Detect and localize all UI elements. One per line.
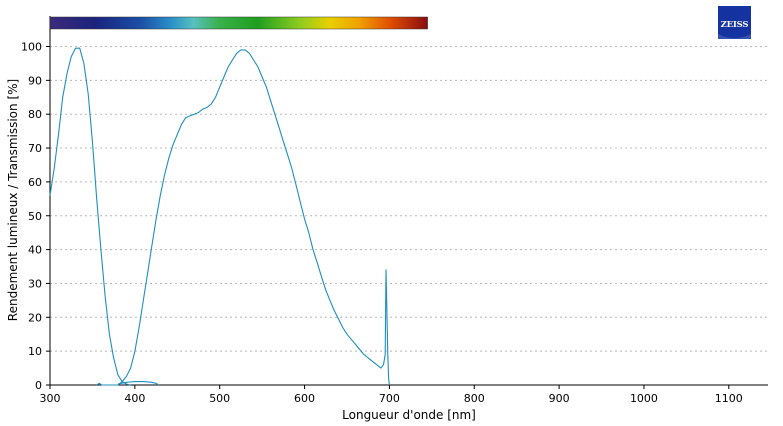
x-tick-label: 1000 xyxy=(630,392,658,405)
zeiss-logo: ZEISS xyxy=(718,6,751,39)
y-tick-label: 40 xyxy=(28,244,42,257)
y-tick-label: 80 xyxy=(28,108,42,121)
y-tick-label: 90 xyxy=(28,74,42,87)
x-tick-label: 900 xyxy=(549,392,570,405)
series-line-3 xyxy=(117,381,159,386)
y-tick-label: 50 xyxy=(28,210,42,223)
tick-labels: 0 10 20 30 40 50 60 70 80 90 100 300 400 500 600 700 800… xyxy=(21,41,743,406)
x-tick-label: 800 xyxy=(464,392,485,405)
x-tick-label: 400 xyxy=(124,392,145,405)
series-line-1 xyxy=(49,47,131,386)
y-tick-label: 60 xyxy=(28,176,42,189)
y-tick-label: 10 xyxy=(28,345,42,358)
y-tick-label: 20 xyxy=(28,311,42,324)
axes xyxy=(49,16,768,386)
y-tick-label: 30 xyxy=(28,277,42,290)
y-axis-label: Rendement lumineux / Transmission [%] xyxy=(6,79,20,321)
x-tick-label: 1100 xyxy=(715,392,743,405)
y-tick-label: 0 xyxy=(35,379,42,392)
y-tick-label: 100 xyxy=(21,41,42,54)
x-tick-label: 700 xyxy=(379,392,400,405)
grid-lines xyxy=(50,46,768,352)
x-tick-label: 600 xyxy=(294,392,315,405)
spectrum-color-bar xyxy=(49,16,428,30)
x-tick-label: 300 xyxy=(40,392,61,405)
y-tick-label: 70 xyxy=(28,142,42,155)
data-series xyxy=(49,47,390,386)
x-tick-label: 500 xyxy=(209,392,230,405)
svg-text:ZEISS: ZEISS xyxy=(721,20,749,30)
series-line-2 xyxy=(96,49,390,386)
x-axis-label: Longueur d'onde [nm] xyxy=(342,408,476,422)
